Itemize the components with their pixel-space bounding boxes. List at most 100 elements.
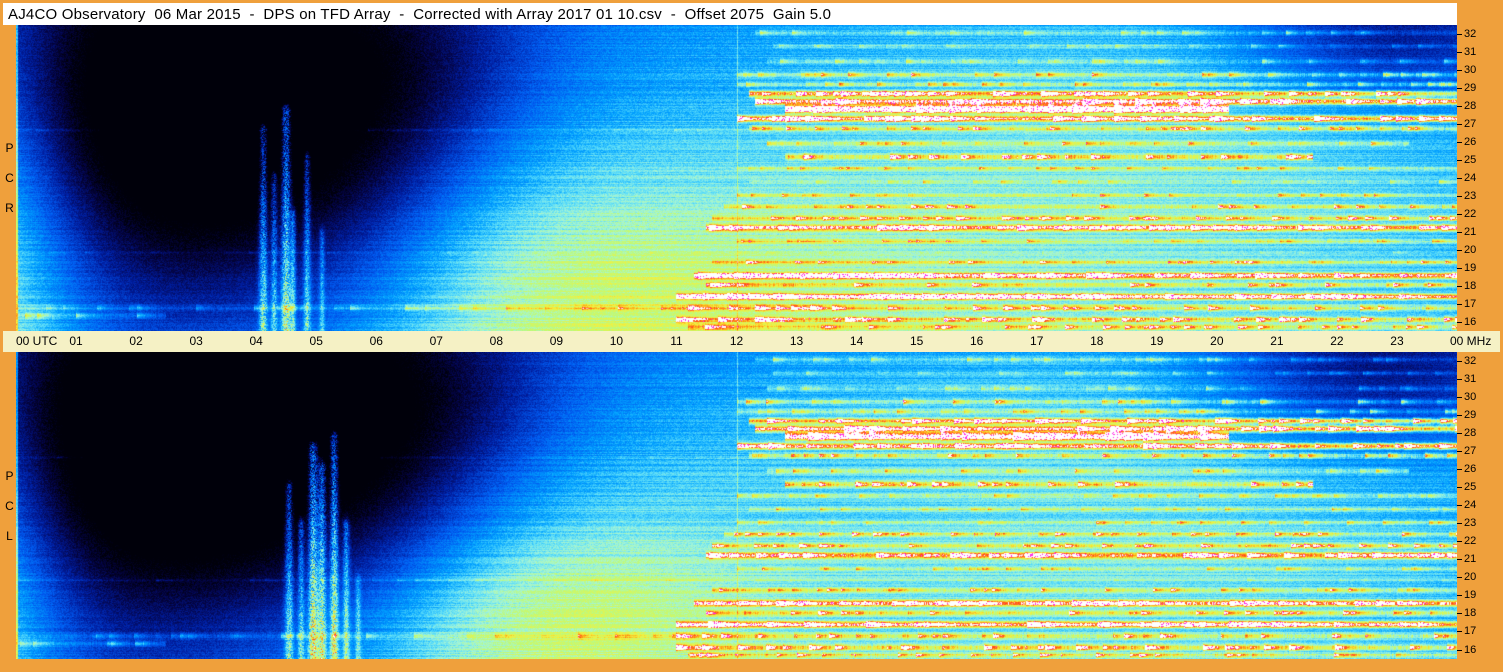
frequency-tick: 23: [1457, 190, 1500, 202]
frequency-tick-label: 22: [1464, 535, 1477, 548]
frequency-tick-label: 23: [1464, 517, 1477, 530]
frequency-tick-label: 28: [1464, 99, 1477, 112]
time-tick-label: 01: [69, 334, 83, 348]
frequency-tick: 18: [1457, 608, 1500, 620]
time-tick-label: 09: [549, 334, 564, 348]
time-tick-label: 16: [969, 334, 984, 348]
tick-mark: [1457, 51, 1462, 53]
time-tick-label: 00 MHz: [1450, 334, 1492, 348]
tick-mark: [1457, 360, 1462, 362]
tick-mark: [1457, 486, 1462, 488]
frequency-tick: 30: [1457, 64, 1500, 76]
frequency-tick-label: 31: [1464, 372, 1477, 385]
time-tick-label: 00 UTC: [16, 334, 58, 348]
frequency-tick: 22: [1457, 208, 1500, 220]
time-tick-label: 15: [909, 334, 924, 348]
tick-mark: [1457, 105, 1462, 107]
frequency-tick-label: 27: [1464, 444, 1477, 457]
frequency-tick: 21: [1457, 226, 1500, 238]
polarization-letter: C: [5, 498, 14, 513]
time-tick-label: 22: [1330, 334, 1344, 348]
frequency-tick-label: 23: [1464, 189, 1477, 202]
frequency-tick-label: 16: [1464, 315, 1477, 328]
tick-mark: [1457, 123, 1462, 125]
tick-mark: [1457, 414, 1462, 416]
frequency-tick: 24: [1457, 500, 1500, 512]
tick-mark: [1457, 396, 1462, 398]
frequency-tick-label: 22: [1464, 207, 1477, 220]
frequency-tick-label: 29: [1464, 408, 1477, 421]
tick-mark: [1457, 613, 1462, 615]
time-tick-label: 04: [249, 334, 263, 348]
time-tick-label: 06: [369, 334, 383, 348]
tick-mark: [1457, 468, 1462, 470]
tick-mark: [1457, 87, 1462, 89]
rcp-frequency-scale: 32 31 30 29 28 27 26 25 24 23 22 21 20 19 18 17 16: [1457, 25, 1500, 331]
tick-mark: [1457, 378, 1462, 380]
frequency-tick: 30: [1457, 391, 1500, 403]
frequency-tick-label: 19: [1464, 589, 1477, 602]
rcp-polarization-label: P C R: [3, 25, 16, 331]
polarization-letter: C: [5, 171, 14, 185]
frequency-tick-label: 30: [1464, 390, 1477, 403]
frequency-tick: 17: [1457, 298, 1500, 310]
frequency-tick: 31: [1457, 46, 1500, 58]
tick-mark: [1457, 141, 1462, 143]
frequency-tick-label: 24: [1464, 171, 1477, 184]
frequency-tick-label: 24: [1464, 499, 1477, 511]
frequency-tick-label: 16: [1464, 643, 1477, 656]
time-axis: 00 UTC 01 02 03 04 05 06 07 08 09 10 11 12 13 14 15 16 17…: [3, 331, 1500, 352]
frequency-tick-label: 26: [1464, 135, 1477, 148]
tick-mark: [1457, 595, 1462, 597]
page-title: AJ4CO Observatory 06 Mar 2015 - DPS on T…: [8, 5, 832, 23]
tick-mark: [1457, 213, 1462, 215]
frequency-tick: 19: [1457, 590, 1500, 602]
lcp-spectrogram: [16, 352, 1457, 659]
tick-mark: [1457, 267, 1462, 269]
frequency-tick-label: 18: [1464, 607, 1477, 620]
frequency-tick: 28: [1457, 427, 1500, 439]
frequency-tick: 32: [1457, 355, 1500, 367]
frequency-tick: 25: [1457, 481, 1500, 493]
time-tick-label: 21: [1270, 334, 1284, 348]
title-bar: AJ4CO Observatory 06 Mar 2015 - DPS on T…: [3, 3, 1457, 25]
frequency-tick-label: 21: [1464, 553, 1477, 566]
frequency-tick-label: 21: [1464, 225, 1477, 238]
frequency-tick-label: 17: [1464, 625, 1477, 638]
tick-mark: [1457, 303, 1462, 305]
frequency-tick-label: 29: [1464, 81, 1477, 94]
time-tick-label: 08: [489, 334, 504, 348]
frequency-tick-label: 30: [1464, 63, 1477, 76]
tick-mark: [1457, 195, 1462, 197]
tick-mark: [1457, 33, 1462, 35]
frequency-tick-label: 18: [1464, 279, 1477, 292]
frequency-tick: 27: [1457, 118, 1500, 130]
tick-mark: [1457, 249, 1462, 251]
time-tick-label: 05: [309, 334, 323, 348]
frequency-tick: 18: [1457, 280, 1500, 292]
tick-mark: [1457, 432, 1462, 434]
time-tick-label: 14: [849, 334, 864, 348]
tick-mark: [1457, 523, 1462, 525]
time-tick-label: 03: [189, 334, 203, 348]
frequency-tick: 27: [1457, 445, 1500, 457]
frequency-tick-label: 27: [1464, 117, 1477, 130]
time-tick-label: 11: [670, 334, 683, 348]
frequency-tick-label: 26: [1464, 462, 1477, 475]
frequency-tick: 31: [1457, 373, 1500, 385]
frequency-tick-label: 28: [1464, 426, 1477, 439]
tick-mark: [1457, 231, 1462, 233]
time-tick-label: 13: [789, 334, 804, 348]
title-bar-row: AJ4CO Observatory 06 Mar 2015 - DPS on T…: [3, 3, 1500, 25]
frequency-tick: 16: [1457, 316, 1500, 328]
frequency-tick: 26: [1457, 136, 1500, 148]
frequency-tick: 16: [1457, 644, 1500, 656]
frequency-tick: 20: [1457, 572, 1500, 584]
frequency-tick: 28: [1457, 100, 1500, 112]
frequency-tick: 29: [1457, 409, 1500, 421]
tick-mark: [1457, 631, 1462, 633]
frequency-tick: 24: [1457, 172, 1500, 184]
